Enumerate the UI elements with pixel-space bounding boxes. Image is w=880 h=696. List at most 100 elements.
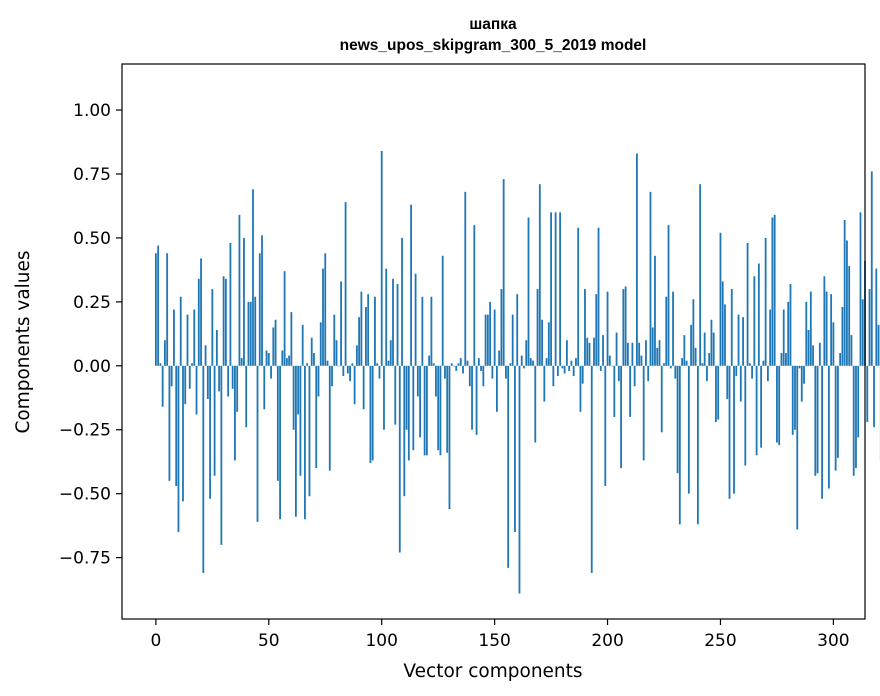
bar-147	[486, 314, 489, 366]
bar-117	[419, 365, 422, 438]
bar-134	[457, 363, 460, 366]
bar-165	[527, 217, 530, 366]
x-tick-label-100: 100	[365, 631, 397, 651]
bar-203	[613, 365, 616, 417]
bar-83	[342, 365, 345, 377]
bar-0	[154, 253, 157, 366]
bar-104	[389, 340, 392, 366]
bar-72	[317, 365, 320, 397]
bar-183	[568, 365, 571, 371]
bar-258	[737, 314, 740, 366]
bar-62	[294, 365, 297, 517]
bar-175	[550, 212, 552, 366]
bar-252	[724, 304, 726, 366]
bar-302	[837, 365, 839, 458]
bar-143	[477, 358, 480, 366]
bar-141	[473, 225, 476, 366]
bar-180	[561, 365, 564, 369]
bar-50	[267, 353, 270, 366]
bar-291	[812, 345, 814, 366]
bar-176	[552, 365, 555, 387]
bar-42	[249, 301, 252, 366]
bar-29	[220, 365, 223, 545]
bar-202	[611, 365, 613, 367]
bar-235	[685, 360, 688, 366]
bar-313	[861, 299, 864, 366]
bar-243	[703, 332, 706, 366]
bar-109	[401, 237, 403, 366]
bar-162	[520, 355, 523, 366]
bar-211	[631, 342, 634, 366]
bar-232	[678, 365, 681, 525]
bar-94	[367, 294, 370, 366]
bar-290	[809, 291, 812, 366]
bar-8	[173, 309, 175, 366]
bar-292	[814, 365, 817, 476]
bar-126	[439, 365, 442, 456]
bar-137	[464, 191, 467, 366]
bar-248	[715, 365, 717, 423]
bar-299	[830, 294, 833, 366]
bar-220	[651, 327, 654, 366]
bar-30	[222, 276, 225, 366]
bar-242	[701, 363, 704, 366]
bar-216	[642, 365, 645, 461]
bar-164	[525, 340, 528, 366]
bar-18	[195, 365, 198, 415]
bar-234	[683, 335, 686, 366]
bar-56	[281, 350, 284, 366]
bar-67	[306, 363, 309, 366]
bar-61	[292, 365, 295, 430]
bar-121	[428, 355, 431, 366]
bar-308	[850, 335, 853, 366]
bar-306	[846, 240, 848, 366]
bar-288	[805, 301, 808, 366]
bar-91	[360, 291, 363, 366]
bar-98	[376, 363, 379, 366]
bar-250	[719, 232, 722, 366]
chart-title-line-1: шапка	[469, 16, 517, 33]
y-axis: 1.00 0.75 0.50 0.25 0.00 −0.25 −0.50 −0.75	[59, 101, 122, 569]
bar-89	[355, 345, 358, 366]
bar-101	[383, 365, 385, 430]
bar-221	[654, 255, 656, 366]
bar-146	[484, 314, 487, 366]
bar-5	[166, 253, 169, 366]
bar-287	[803, 365, 805, 384]
bar-78	[331, 365, 333, 387]
bar-225	[663, 363, 665, 366]
bar-115	[414, 273, 417, 366]
bar-1	[157, 245, 160, 366]
bar-64	[299, 365, 302, 476]
bar-268	[760, 365, 763, 448]
bar-14	[186, 314, 189, 366]
bar-85	[346, 365, 349, 374]
bar-206	[620, 365, 622, 469]
bar-192	[588, 342, 591, 366]
bar-266	[755, 365, 758, 456]
bar-231	[676, 365, 679, 474]
bar-150	[493, 309, 496, 366]
bar-54	[276, 365, 279, 481]
bar-103	[387, 360, 390, 366]
x-axis-label: Vector components	[403, 661, 582, 682]
bar-102	[385, 268, 388, 366]
bar-33	[229, 243, 232, 366]
bar-149	[491, 365, 494, 379]
bar-4	[164, 340, 166, 366]
bar-265	[753, 276, 756, 366]
bar-12	[182, 365, 184, 502]
bar-19	[197, 278, 200, 366]
bar-182	[565, 340, 568, 366]
bar-280	[787, 301, 790, 366]
bar-159	[514, 365, 516, 533]
y-tick-label-7: −0.75	[59, 549, 111, 569]
bar-74	[322, 268, 324, 366]
bar-35	[234, 365, 236, 461]
chart-title-line-2: news_upos_skipgram_300_5_2019 model	[340, 37, 647, 54]
bar-97	[374, 296, 376, 366]
bar-9	[175, 365, 178, 487]
bar-73	[319, 322, 322, 366]
bar-184	[570, 360, 573, 366]
